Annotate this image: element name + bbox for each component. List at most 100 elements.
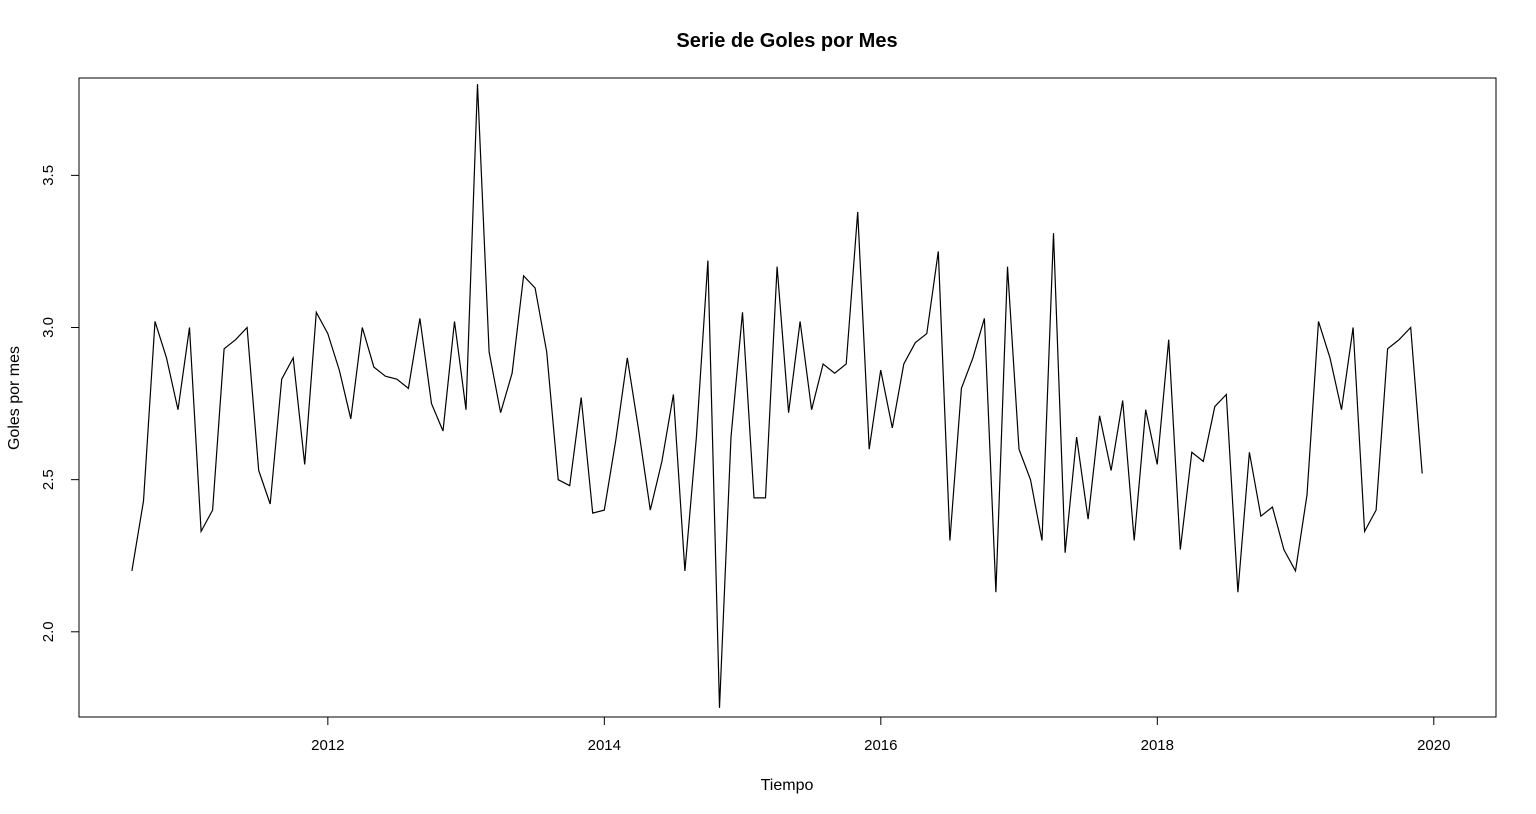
data-point (903, 363, 905, 365)
data-point (373, 366, 375, 368)
data-point (960, 387, 962, 389)
data-point (304, 463, 306, 465)
data-point (177, 409, 179, 411)
plot-frame (78, 77, 1497, 718)
x-tick-label: 2016 (864, 737, 897, 754)
data-point (1283, 549, 1285, 551)
data-point (1364, 530, 1366, 532)
data-point (1168, 339, 1170, 341)
data-point (166, 357, 168, 359)
y-axis: 2.0 2.5 3.0 3.5 (40, 165, 79, 642)
data-point (765, 497, 767, 499)
data-point (1099, 415, 1101, 417)
data-point (1133, 540, 1135, 542)
data-points (131, 83, 1423, 709)
data-point (546, 351, 548, 353)
data-point (926, 333, 928, 335)
x-tick-label: 2018 (1141, 737, 1174, 754)
data-point (1329, 357, 1331, 359)
data-point (292, 357, 294, 359)
data-point (1225, 394, 1227, 396)
data-point (742, 311, 744, 313)
data-point (949, 540, 951, 542)
data-point (983, 317, 985, 319)
x-axis: 2012 2014 2016 2018 2020 (311, 717, 1450, 754)
data-point (638, 430, 640, 432)
data-point (396, 378, 398, 380)
data-point (580, 397, 582, 399)
data-point (1271, 506, 1273, 508)
y-tick-label: 3.5 (40, 165, 57, 186)
data-point (1387, 348, 1389, 350)
data-point (1041, 540, 1043, 542)
data-point (442, 430, 444, 432)
y-axis-label: Goles por mes (6, 346, 23, 450)
data-point (649, 509, 651, 511)
data-point (1248, 451, 1250, 453)
data-point (1179, 549, 1181, 551)
data-point (454, 320, 456, 322)
data-point (1421, 473, 1423, 475)
data-point (465, 409, 467, 411)
data-point (788, 412, 790, 414)
data-point (799, 320, 801, 322)
data-point (557, 479, 559, 481)
data-point (719, 707, 721, 709)
data-point (281, 378, 283, 380)
data-point (488, 351, 490, 353)
data-point (1260, 515, 1262, 517)
data-point (534, 287, 536, 289)
data-point (626, 357, 628, 359)
data-point (1191, 451, 1193, 453)
data-point (1156, 463, 1158, 465)
data-point (753, 497, 755, 499)
data-point (776, 266, 778, 268)
data-point (1030, 479, 1032, 481)
data-point (246, 327, 248, 329)
data-point (269, 503, 271, 505)
data-point (477, 83, 479, 85)
data-point (1295, 570, 1297, 572)
data-point (834, 372, 836, 374)
x-tick-label: 2014 (588, 737, 621, 754)
chart-title: Serie de Goles por Mes (676, 30, 897, 52)
data-point (937, 250, 939, 252)
data-point (143, 500, 145, 502)
data-point (592, 512, 594, 514)
data-point (914, 342, 916, 344)
data-point (511, 372, 513, 374)
data-point (695, 436, 697, 438)
data-point (315, 311, 317, 313)
data-point (1375, 509, 1377, 511)
data-point (1214, 406, 1216, 408)
data-point (972, 357, 974, 359)
data-point (1110, 470, 1112, 472)
x-tick-label: 2012 (311, 737, 344, 754)
series-line (131, 84, 1423, 708)
data-point (384, 375, 386, 377)
x-tick-label: 2020 (1417, 737, 1450, 754)
data-point (1087, 518, 1089, 520)
data-point (730, 436, 732, 438)
data-point (419, 317, 421, 319)
data-point (1007, 266, 1009, 268)
data-point (811, 409, 813, 411)
data-point (661, 460, 663, 462)
data-point (684, 570, 686, 572)
data-point (361, 327, 363, 329)
data-point (1237, 591, 1239, 593)
data-point (822, 363, 824, 365)
data-point (431, 403, 433, 405)
data-point (223, 348, 225, 350)
data-point (1018, 448, 1020, 450)
data-point (131, 570, 133, 572)
data-point (327, 333, 329, 335)
data-point (845, 363, 847, 365)
data-point (200, 530, 202, 532)
data-point (1318, 320, 1320, 322)
data-point (707, 260, 709, 262)
data-point (615, 439, 617, 441)
data-point (1076, 436, 1078, 438)
data-point (1398, 339, 1400, 341)
y-tick-label: 2.5 (40, 469, 57, 490)
